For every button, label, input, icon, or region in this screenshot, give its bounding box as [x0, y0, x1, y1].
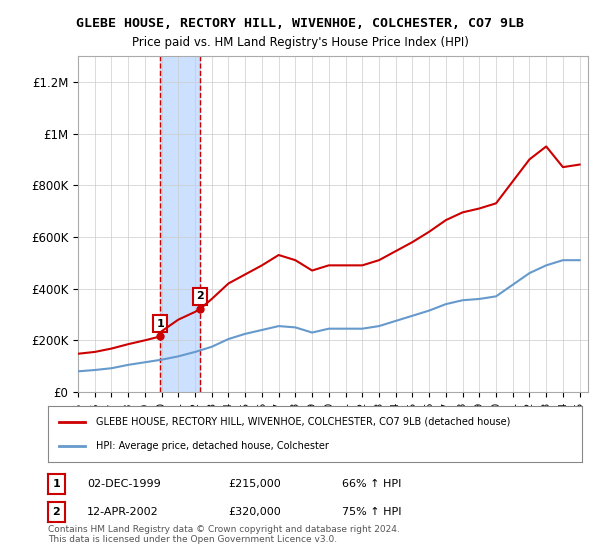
Text: £215,000: £215,000 [228, 479, 281, 489]
Text: 66% ↑ HPI: 66% ↑ HPI [342, 479, 401, 489]
Text: 75% ↑ HPI: 75% ↑ HPI [342, 507, 401, 517]
Bar [160, 56, 200, 392]
Text: 12-APR-2002: 12-APR-2002 [87, 507, 159, 517]
Text: 2: 2 [53, 507, 60, 517]
Text: 02-DEC-1999: 02-DEC-1999 [87, 479, 161, 489]
Text: 2: 2 [196, 291, 203, 301]
Text: HPI: Average price, detached house, Colchester: HPI: Average price, detached house, Colc… [96, 441, 329, 451]
Text: Price paid vs. HM Land Registry's House Price Index (HPI): Price paid vs. HM Land Registry's House … [131, 36, 469, 49]
Text: GLEBE HOUSE, RECTORY HILL, WIVENHOE, COLCHESTER, CO7 9LB: GLEBE HOUSE, RECTORY HILL, WIVENHOE, COL… [76, 17, 524, 30]
Text: GLEBE HOUSE, RECTORY HILL, WIVENHOE, COLCHESTER, CO7 9LB (detached house): GLEBE HOUSE, RECTORY HILL, WIVENHOE, COL… [96, 417, 511, 427]
Text: 1: 1 [157, 319, 164, 329]
Text: Contains HM Land Registry data © Crown copyright and database right 2024.
This d: Contains HM Land Registry data © Crown c… [48, 525, 400, 544]
Text: £320,000: £320,000 [228, 507, 281, 517]
Text: 1: 1 [53, 479, 60, 489]
